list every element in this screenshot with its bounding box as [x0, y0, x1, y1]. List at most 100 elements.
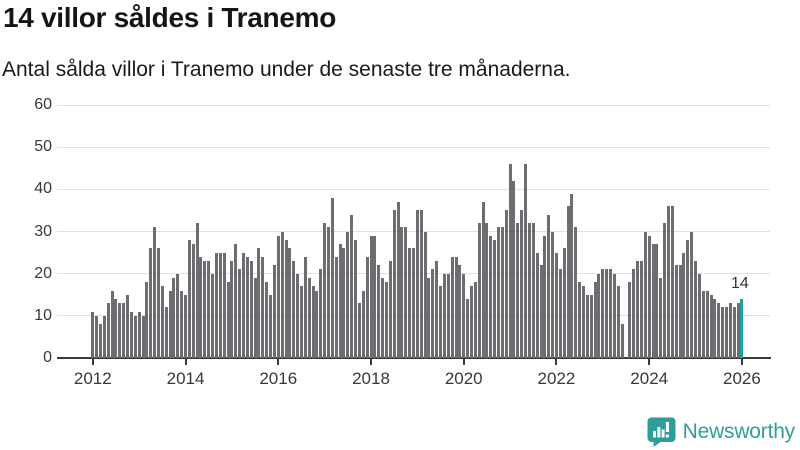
- bar: [184, 294, 188, 358]
- bar: [168, 290, 172, 358]
- bar: [203, 261, 207, 358]
- bar: [431, 269, 435, 358]
- bar: [697, 273, 701, 358]
- bar: [674, 265, 678, 358]
- bar: [643, 231, 647, 358]
- bar: [609, 269, 613, 358]
- bar: [535, 252, 539, 358]
- x-axis-label-2022: 2022: [537, 369, 576, 388]
- bar: [292, 261, 296, 358]
- bar: [647, 235, 651, 358]
- bar: [114, 298, 118, 358]
- bar: [423, 231, 427, 358]
- bar: [241, 252, 245, 358]
- x-axis-label-2014: 2014: [166, 369, 205, 388]
- bar: [558, 269, 562, 358]
- x-axis-line: [57, 357, 771, 359]
- bar: [342, 248, 346, 358]
- bar: [226, 282, 230, 358]
- brand-name: Newsworthy: [682, 420, 796, 443]
- bar: [601, 269, 605, 358]
- bar: [412, 248, 415, 358]
- bar: [605, 269, 609, 358]
- x-axis-tick-2020: [462, 358, 465, 365]
- y-axis-label-40: 40: [34, 180, 52, 198]
- bar: [396, 201, 400, 358]
- bar: [311, 286, 315, 358]
- bar: [261, 256, 265, 358]
- x-axis-tick-2026: [740, 358, 743, 365]
- bar: [450, 256, 454, 358]
- gridline-50: [57, 146, 770, 148]
- bar: [562, 248, 566, 358]
- bar: [667, 206, 671, 358]
- bar: [122, 303, 126, 358]
- bar: [156, 248, 160, 358]
- bar: [547, 214, 551, 358]
- x-axis-tick-2014: [184, 358, 187, 365]
- bar: [245, 256, 249, 358]
- bar: [597, 273, 601, 358]
- latest-value-label: 14: [731, 274, 749, 292]
- bar: [516, 223, 520, 358]
- bar: [531, 223, 535, 358]
- bar: [207, 261, 211, 358]
- bar: [728, 303, 732, 358]
- bar: [303, 256, 307, 358]
- bar: [655, 244, 659, 358]
- bar: [354, 239, 358, 358]
- bar: [701, 290, 705, 358]
- bar: [678, 265, 682, 358]
- bar: [543, 235, 547, 358]
- bar: [334, 256, 338, 358]
- bar: [392, 210, 396, 358]
- bar: [95, 315, 99, 358]
- bar: [327, 227, 330, 358]
- bar: [222, 252, 226, 358]
- bar: [616, 286, 620, 358]
- x-axis-label-2024: 2024: [630, 369, 669, 388]
- bar: [419, 210, 423, 358]
- bar: [446, 273, 450, 358]
- bar: [469, 286, 473, 358]
- x-axis-tick-2024: [648, 358, 651, 365]
- newsworthy-logo[interactable]: Newsworthy: [647, 417, 795, 447]
- bar: [551, 231, 555, 358]
- bar: [315, 290, 319, 358]
- bar: [276, 235, 280, 358]
- bar: [612, 273, 616, 358]
- bar: [659, 277, 663, 358]
- newsworthy-speech-bubble-chart-icon: [647, 417, 676, 447]
- bar: [508, 164, 512, 358]
- y-axis-label-10: 10: [34, 306, 52, 324]
- bar: [350, 214, 354, 358]
- bar: [296, 273, 300, 358]
- bar: [361, 290, 365, 358]
- bar: [330, 197, 334, 358]
- bar: [299, 286, 303, 358]
- bar: [694, 261, 698, 358]
- bar: [338, 244, 342, 358]
- bar: [524, 164, 528, 358]
- bar: [427, 277, 431, 358]
- bar: [160, 286, 164, 358]
- bar: [214, 252, 218, 358]
- bar: [539, 265, 543, 358]
- bar: [357, 303, 361, 358]
- bar: [682, 252, 686, 358]
- bar: [489, 235, 493, 358]
- bar: [153, 227, 157, 358]
- bar: [369, 235, 373, 358]
- bar: [439, 286, 443, 358]
- bar: [462, 273, 466, 358]
- plot-area: 0 10 20 30 40 50 60 2012 2014 2016 2018 2020 2022 202…: [34, 97, 771, 388]
- bar: [736, 303, 740, 358]
- bar: [365, 256, 369, 358]
- bar: [129, 311, 133, 358]
- x-axis-label-2026: 2026: [723, 369, 761, 388]
- bar: [578, 282, 582, 358]
- x-axis-label-2012: 2012: [73, 369, 112, 388]
- bar: [651, 244, 655, 358]
- bar: [145, 282, 149, 358]
